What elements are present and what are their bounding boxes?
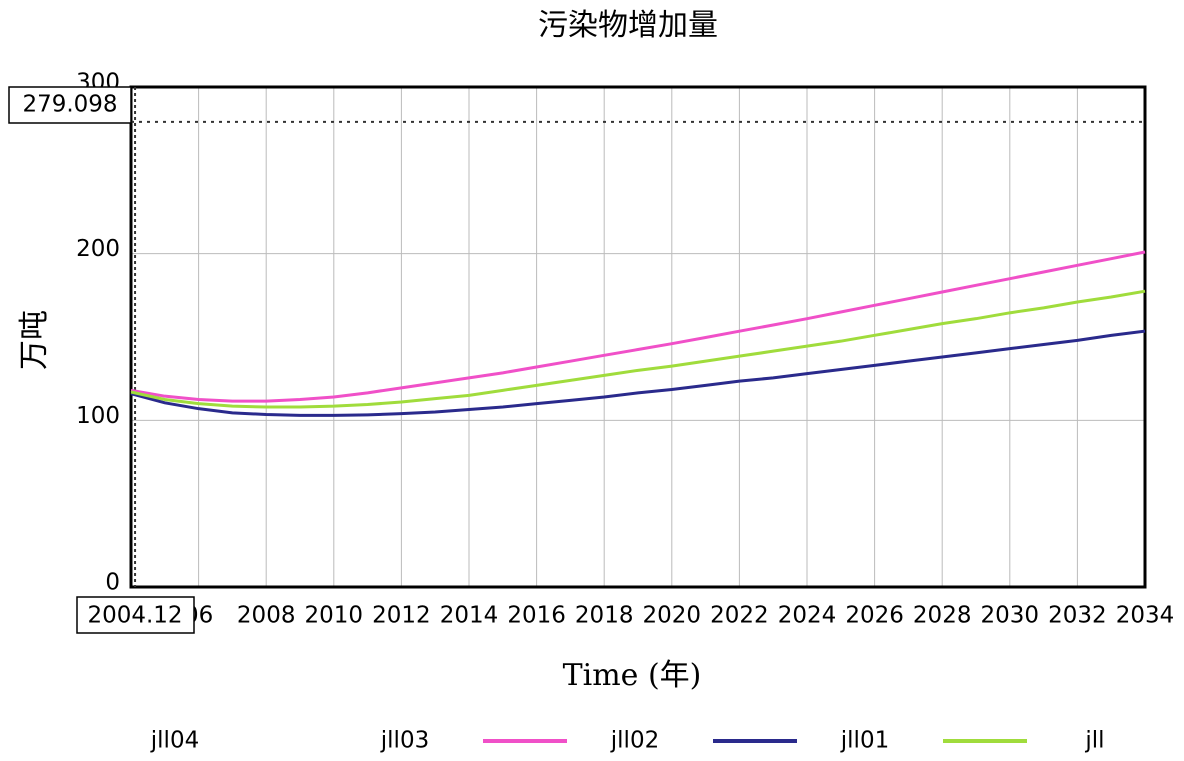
y-tick-label: 200 [76, 236, 120, 262]
legend-label: jll04 [150, 728, 199, 754]
x-tick-label: 2018 [575, 603, 634, 629]
x-tick-label: 2014 [440, 603, 499, 629]
x-tick-label: 2022 [710, 603, 769, 629]
x-tick-label: 2034 [1116, 603, 1175, 629]
x-tick-label: 2016 [507, 603, 566, 629]
x-tick-label: 2012 [372, 603, 431, 629]
legend-label: jll03 [380, 728, 429, 754]
plot-frame [129, 85, 1147, 589]
x-tick-label: 2032 [1048, 603, 1107, 629]
x-cursor-label: 2004.12 [87, 603, 182, 629]
legend-label: jll [1084, 728, 1104, 754]
y-cursor-label: 279.098 [22, 92, 117, 118]
y-tick-label: 0 [105, 570, 120, 596]
series-line [130, 289, 1146, 409]
legend-label: jll02 [610, 728, 659, 754]
y-axis-label: 万吨 [17, 310, 52, 370]
x-tick-label: 2020 [643, 603, 702, 629]
chart-title: 污染物增加量 [538, 8, 718, 43]
series-line [130, 329, 1146, 417]
x-tick-label: 2008 [237, 603, 296, 629]
y-cursor-box [8, 86, 132, 124]
x-cursor-box [76, 596, 195, 634]
x-tick-label: 2028 [913, 603, 972, 629]
y-tick-label: 100 [76, 403, 120, 429]
x-tick-label: 2026 [845, 603, 904, 629]
x-tick-label: 2010 [305, 603, 364, 629]
x-tick-label: 2030 [981, 603, 1040, 629]
x-axis-label: Time (年) [563, 658, 702, 693]
legend-label: jll01 [840, 728, 889, 754]
series-line [130, 250, 1146, 403]
x-tick-label: 2024 [778, 603, 837, 629]
